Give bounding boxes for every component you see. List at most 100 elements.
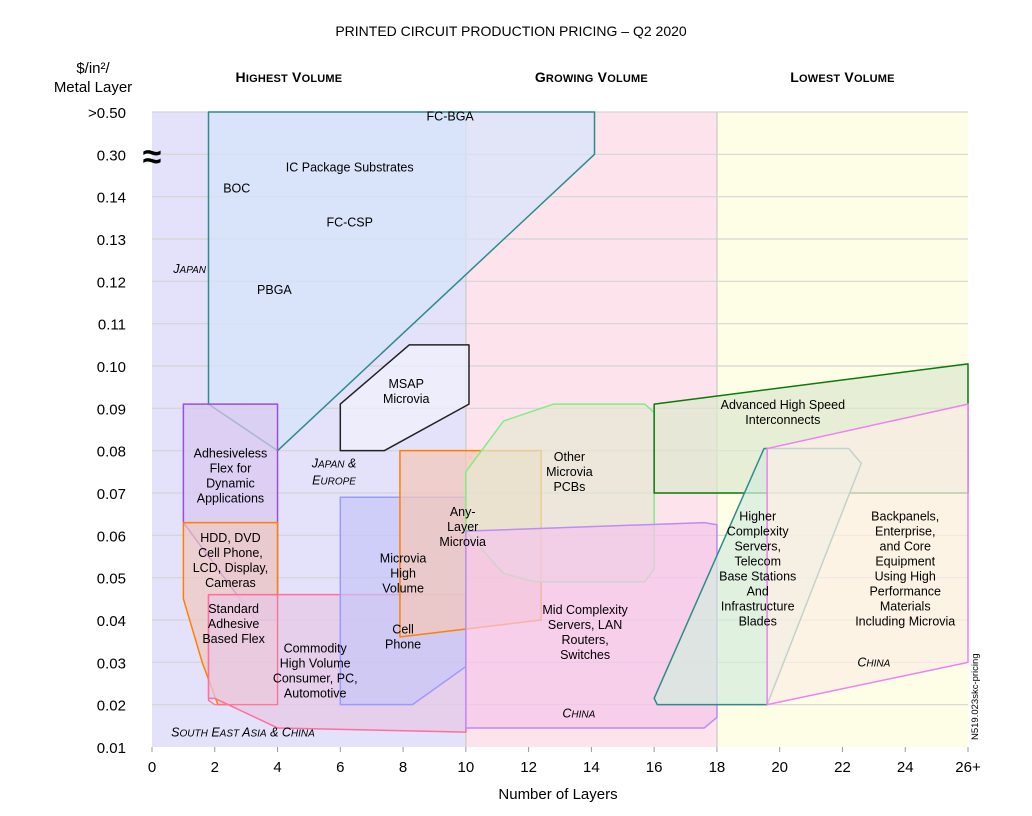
- region-label-line: Backpanels,: [871, 510, 939, 524]
- annotation-cap: E: [312, 474, 321, 488]
- zone-label-smallcaps: OLUME: [854, 73, 895, 85]
- region-label-any-layer: Any-Layer Microvia: [439, 505, 486, 549]
- annotation-cap: S: [171, 725, 180, 739]
- annotation-cap: C: [857, 656, 867, 670]
- region-label-line: Microvia: [380, 551, 427, 565]
- region-label-line: Adhesive: [208, 617, 259, 631]
- region-msap: [339, 344, 470, 452]
- x-tick-label: 2: [211, 759, 219, 776]
- region-label-line: Higher: [739, 510, 776, 524]
- region-label-line: Other: [554, 450, 585, 464]
- text-layer: PRINTED CIRCUIT PRODUCTION PRICING – Q2 …: [54, 23, 981, 803]
- annotation-cap: &: [267, 725, 279, 739]
- region-label-line: Adhesiveless: [194, 447, 268, 461]
- y-tick-label: >0.50: [88, 105, 126, 122]
- annotation-cap: J: [172, 262, 180, 276]
- region-label-advanced-high-speed: Advanced High Speed Interconnects: [721, 398, 845, 427]
- region-label-line: And: [747, 585, 769, 599]
- region-label-msap: MSAP Microvia: [383, 377, 430, 406]
- region-label-other-microvia: Other Microvia PCBs: [546, 450, 593, 494]
- region-sublabel-pbga: PBGA: [257, 283, 292, 297]
- zone-label-growing-volume: GROWING VOLUME: [535, 69, 648, 85]
- region-label-line: PCBs: [553, 480, 585, 494]
- y-tick-label: 0.14: [97, 190, 126, 207]
- region-label-line: Layer: [447, 520, 478, 534]
- y-tick-label: 0.02: [97, 698, 126, 715]
- region-label-line: Using High: [875, 570, 936, 584]
- region-label-backpanels: Backpanels, Enterprise, and Core Equipment U…: [855, 510, 955, 629]
- y-tick-label: 0.09: [97, 401, 126, 418]
- annotation-smallcaps: SIA: [250, 728, 266, 739]
- x-axis-label: Number of Layers: [498, 786, 617, 803]
- annotation-smallcaps: OUTH: [180, 728, 209, 739]
- zone-label-cap: V: [840, 69, 854, 85]
- region-label-line: Based Flex: [202, 632, 265, 646]
- axis-break-icon: ≈: [143, 138, 162, 176]
- zone-label-highest-volume: HIGHEST VOLUME: [236, 69, 343, 85]
- annotation-cap: &: [344, 457, 356, 471]
- x-tick-label: 4: [273, 759, 281, 776]
- region-sublabel-fc-bga: FC-BGA: [427, 109, 475, 123]
- zone-label-smallcaps: OLUME: [607, 73, 648, 85]
- region-label-line: Servers,: [734, 540, 781, 554]
- region-labels: FC-BGA BOC FC-CSP PBGA IC Package Substrates…: [193, 109, 956, 700]
- region-label-line: Cell Phone,: [198, 546, 263, 560]
- region-label-line: Performance: [869, 585, 941, 599]
- zone-label-smallcaps: OLUME: [302, 73, 343, 85]
- zone-label-cap: G: [535, 69, 546, 85]
- x-tick-label: 14: [583, 759, 600, 776]
- annotation-cap: A: [239, 725, 250, 739]
- y-tick-label: 0.10: [97, 359, 126, 376]
- region-label-line: Switches: [560, 648, 610, 662]
- y-tick-label: 0.05: [97, 571, 126, 588]
- region-sublabel-boc: BOC: [223, 181, 250, 195]
- annotation-smallcaps: APAN: [317, 460, 345, 471]
- zone-label-cap: V: [594, 69, 608, 85]
- annotation-smallcaps: AST: [219, 728, 240, 739]
- annotation-cap: C: [562, 706, 572, 720]
- x-tick-label: 10: [458, 759, 475, 776]
- zone-label-smallcaps: ROWING: [546, 73, 594, 85]
- region-std-adhesive-flex-outline: [207, 593, 279, 706]
- x-tick-label: 0: [148, 759, 156, 776]
- region-label-line: Cell: [392, 622, 414, 636]
- x-tick-label: 16: [646, 759, 663, 776]
- region-label-commodity: Commodity High Volume Consumer, PC, Automot…: [273, 641, 358, 700]
- region-label-line: LCD, Display,: [193, 561, 268, 575]
- zone-label-cap: V: [288, 69, 302, 85]
- x-tick-label: 20: [771, 759, 788, 776]
- region-label-line: Mid Complexity: [542, 603, 628, 617]
- annotation-smallcaps: HINA: [291, 728, 315, 739]
- region-label-line: Volume: [382, 581, 424, 595]
- annotation-japan: JAPAN &: [311, 457, 357, 471]
- x-tick-label: 18: [709, 759, 726, 776]
- regions: [182, 111, 969, 733]
- region-label-line: High: [390, 566, 416, 580]
- region-label-line: Interconnects: [745, 413, 820, 427]
- zone-label-cap: H: [236, 69, 246, 85]
- x-tick-label: 24: [897, 759, 914, 776]
- region-label-line: Routers,: [561, 633, 608, 647]
- region-label-line: Servers, LAN: [548, 618, 622, 632]
- annotation-smallcaps: HINA: [866, 659, 890, 670]
- annotation-japan: JAPAN: [172, 262, 207, 276]
- axis-ticks: 0.01 0.02 0.03 0.04 0.05 0.06 0.07 0.08 0.09 0.10…: [88, 105, 981, 776]
- zone-label-cap: L: [790, 69, 799, 85]
- y-axis-label-line2: Metal Layer: [54, 79, 132, 96]
- region-label-line: High Volume: [280, 656, 351, 670]
- backpanels-top-edge: [767, 403, 969, 450]
- x-tick-label: 22: [834, 759, 851, 776]
- region-label-line: Flex for: [210, 462, 252, 476]
- zone-label-lowest-volume: LOWEST VOLUME: [790, 69, 894, 85]
- y-tick-label: 0.08: [97, 444, 126, 461]
- region-label-line: Enterprise,: [875, 525, 935, 539]
- annotation-cap: J: [311, 457, 319, 471]
- watermark: N519.023skc-pricing: [970, 653, 981, 740]
- y-tick-label: 0.01: [97, 740, 126, 757]
- region-label-line: Infrastructure: [721, 600, 795, 614]
- region-label-hdd-dvd: HDD, DVD Cell Phone, LCD, Display, Cameras: [193, 531, 268, 590]
- y-tick-label: 0.04: [97, 613, 126, 630]
- region-label-line: Base Stations: [719, 570, 796, 584]
- annotation-europe: EUROPE: [312, 474, 356, 488]
